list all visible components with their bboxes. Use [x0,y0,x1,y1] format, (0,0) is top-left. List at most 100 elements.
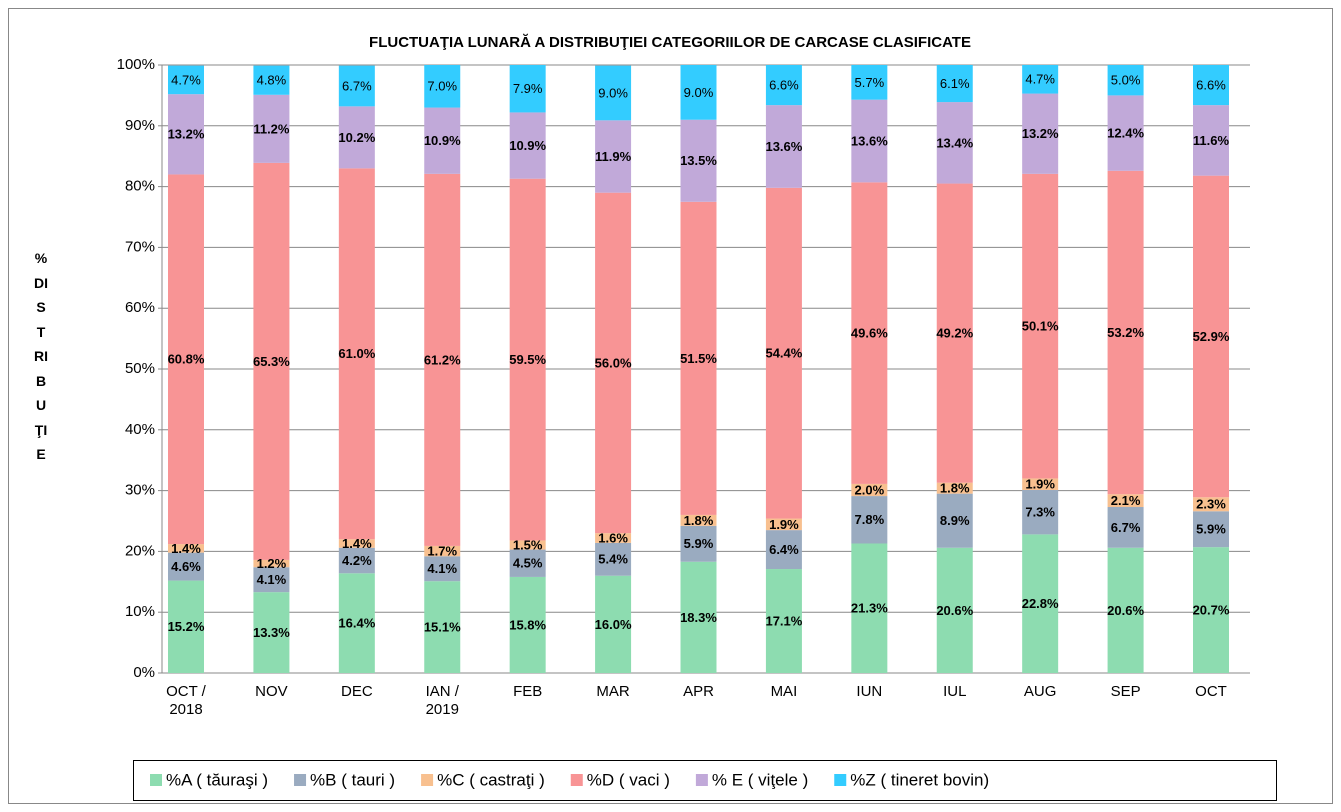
data-label: 7.8% [855,512,885,527]
bar-segment [253,592,290,673]
bar-segment [1193,497,1229,512]
data-label: 4.6% [171,559,201,574]
bar-segment [765,530,802,570]
data-label: 1.9% [769,517,799,532]
data-label: 49.2% [936,326,973,341]
bar-segment [680,561,717,673]
data-label: 6.4% [769,542,799,557]
bar-segment [765,569,802,673]
y-tick-label: 20% [125,542,155,559]
x-tick-label: IUL [943,683,967,700]
bar-segment [1022,478,1059,490]
bar-segment [1193,175,1229,498]
bar-segment [1022,489,1059,535]
bar-segment [168,580,204,673]
bar-segment [509,540,546,550]
bar-segment [851,543,888,673]
bar-segment [1107,65,1144,96]
data-label: 50.1% [1022,319,1059,334]
data-label: 4.7% [1025,72,1055,87]
x-tick-label: NOV [255,683,288,700]
data-label: 54.4% [765,346,802,361]
bar-segment [338,168,375,540]
bar-segment [595,65,632,121]
bar-segment [1022,534,1059,673]
bar-segment [1193,511,1229,548]
data-label: 5.9% [1196,522,1226,537]
data-label: 1.4% [342,536,372,551]
y-tick-label: 60% [125,299,155,316]
data-label: 7.3% [1025,505,1055,520]
x-tick-label: SEP [1110,683,1141,700]
y-tick-label: 70% [125,238,155,255]
data-label: 1.4% [171,541,201,556]
data-label: 21.3% [851,601,888,616]
data-label: 20.7% [1193,603,1230,618]
data-label: 17.1% [765,613,802,628]
legend-swatch [150,774,162,786]
data-label: 1.8% [684,513,714,528]
data-label: 6.7% [1111,520,1141,535]
data-label: 4.1% [257,572,287,587]
data-label: 11.6% [1193,133,1230,148]
data-label: 1.5% [513,537,543,552]
data-label: 13.2% [1022,126,1059,141]
bar-segment [680,514,717,526]
data-label: 4.2% [342,553,372,568]
bar-segment [253,65,290,95]
y-tick-label: 40% [125,421,155,438]
legend-label: %C ( castraţi ) [437,770,545,789]
bar-segment [936,183,973,483]
data-label: 4.8% [257,73,287,88]
bar-segment [1022,65,1059,94]
bar-segment [253,567,290,593]
legend-label: %B ( tauri ) [310,770,395,789]
bar-segment [595,533,632,543]
x-tick-label: DEC [340,683,373,700]
data-label: 20.6% [1107,603,1144,618]
data-label: 53.2% [1107,325,1144,340]
data-label: 16.4% [338,616,375,631]
data-label: 4.5% [513,556,543,571]
data-label: 13.4% [936,135,973,150]
bar-segment [509,178,546,541]
data-label: 10.2% [338,130,375,145]
legend-label: %Z ( tineret bovin) [850,770,989,789]
y-tick-label: 100% [117,56,155,73]
bar-segment [424,173,461,546]
bar-segment [338,547,375,574]
bar-segment [936,102,973,184]
bar-segment [1107,494,1144,508]
bar-segment [851,99,888,183]
data-label: 15.8% [509,617,546,632]
data-label: 12.4% [1107,126,1144,141]
data-label: 13.6% [765,139,802,154]
data-label: 56.0% [595,355,632,370]
x-tick-label: IUN [856,683,883,700]
data-label: 8.9% [940,513,970,528]
x-tick-label: FEB [513,683,543,700]
bar-segment [1193,547,1229,673]
data-label: 20.6% [936,603,973,618]
bar-segment [680,201,717,515]
bar-segment [338,539,375,548]
bar-segment [338,65,375,107]
bar-segment [851,483,888,497]
data-label: 5.0% [1111,73,1141,88]
data-label: 6.1% [940,76,970,91]
data-label: 13.3% [253,625,290,640]
legend-swatch [294,774,307,786]
bar-segment [1107,547,1144,673]
data-label: 9.0% [684,85,714,100]
bar-segment [338,106,375,169]
legend-swatch [834,774,847,786]
data-label: 5.9% [684,536,714,551]
data-label: 2.1% [1111,493,1141,508]
data-label: 11.2% [253,121,290,136]
bar-segment [851,65,888,100]
x-tick-label: AUG [1023,683,1057,700]
bar-segment [1022,93,1059,174]
data-label: 6.6% [1196,78,1226,93]
y-tick-label: 50% [125,360,155,377]
